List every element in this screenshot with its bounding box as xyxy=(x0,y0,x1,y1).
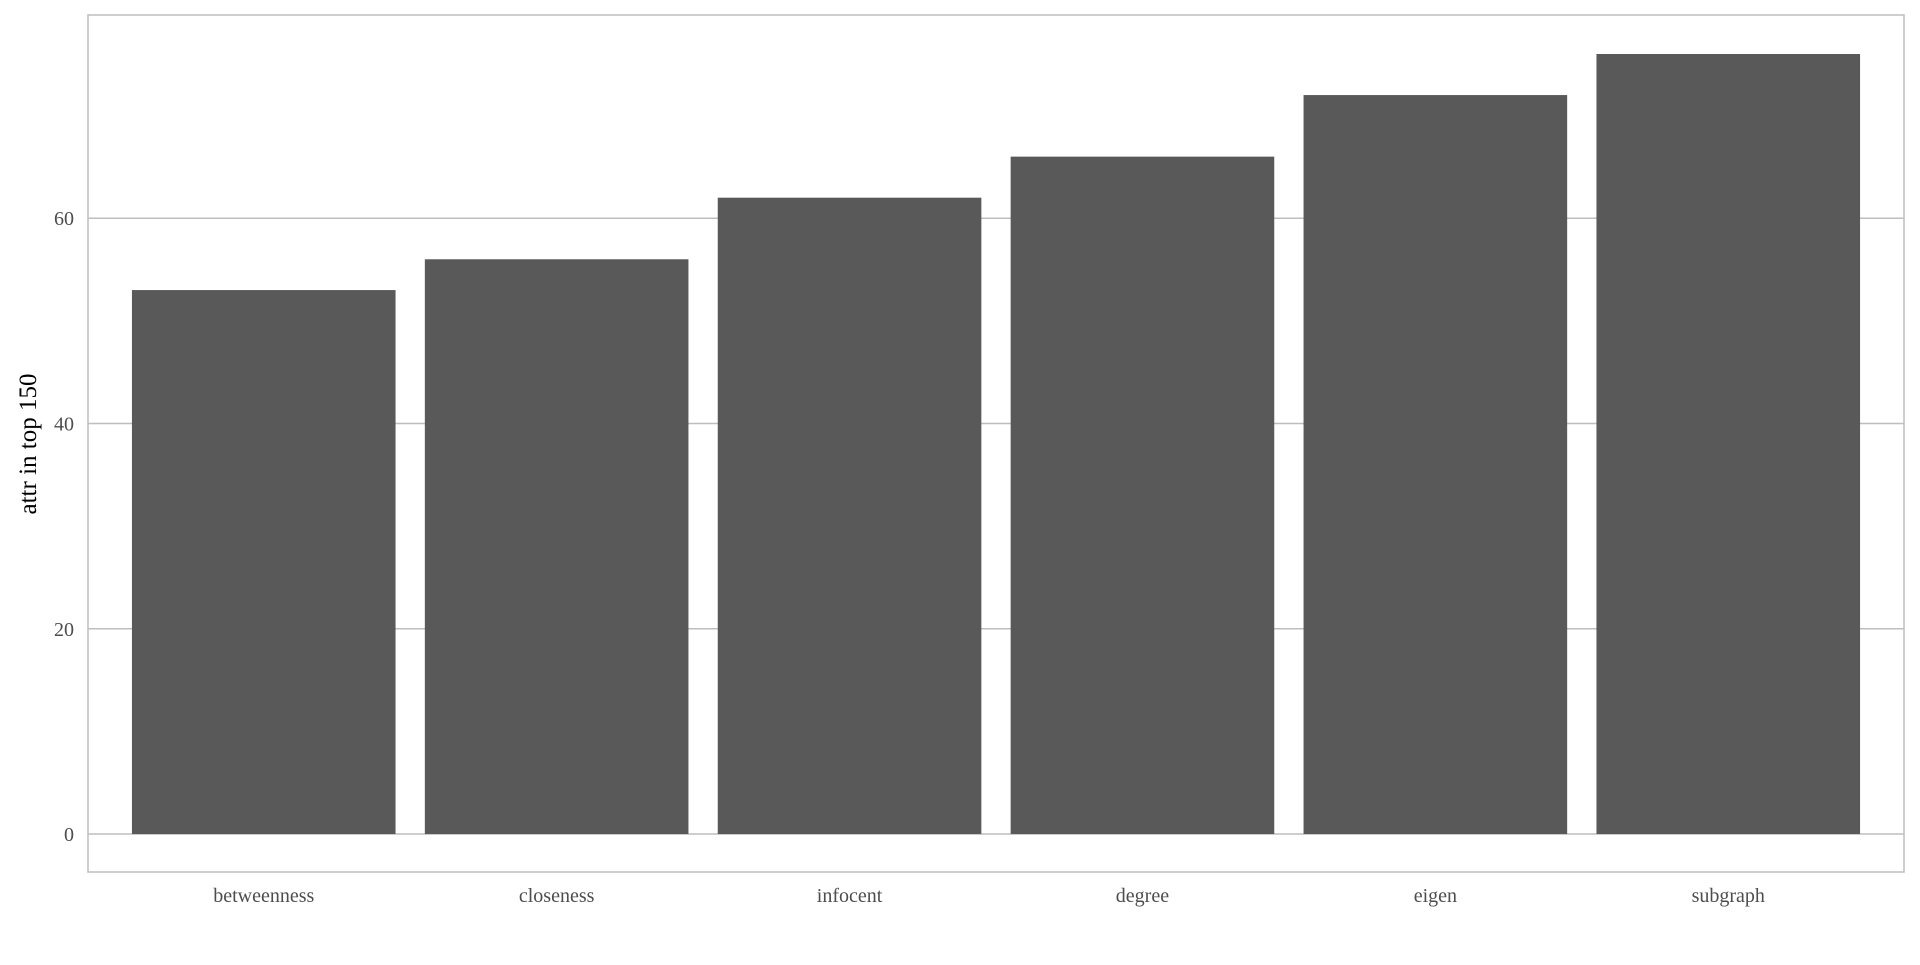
y-tick-label: 0 xyxy=(64,824,74,846)
x-tick-label: infocent xyxy=(817,885,883,907)
x-tick-label: subgraph xyxy=(1692,885,1765,907)
y-tick-label: 40 xyxy=(54,413,74,435)
x-axis-ticks: betweenness closeness infocent degree eigen s… xyxy=(213,885,1765,907)
bar-subgraph xyxy=(1596,54,1861,835)
bar-eigen xyxy=(1303,95,1568,835)
bar-degree xyxy=(1010,156,1275,835)
y-axis-ticks: 0 20 40 60 xyxy=(54,208,74,846)
bar-betweenness xyxy=(131,290,396,835)
x-tick-label: degree xyxy=(1116,885,1169,907)
x-tick-label: eigen xyxy=(1414,885,1457,907)
y-tick-label: 60 xyxy=(54,208,74,230)
y-tick-label: 20 xyxy=(54,619,74,641)
bar-infocent xyxy=(717,197,982,835)
plot-panel-border xyxy=(87,14,1905,873)
x-tick-label: closeness xyxy=(519,885,595,907)
bars xyxy=(131,54,1861,835)
bar-closeness xyxy=(424,259,689,835)
x-tick-label: betweenness xyxy=(213,885,314,907)
y-axis-label: attr in top 150 xyxy=(15,374,42,515)
